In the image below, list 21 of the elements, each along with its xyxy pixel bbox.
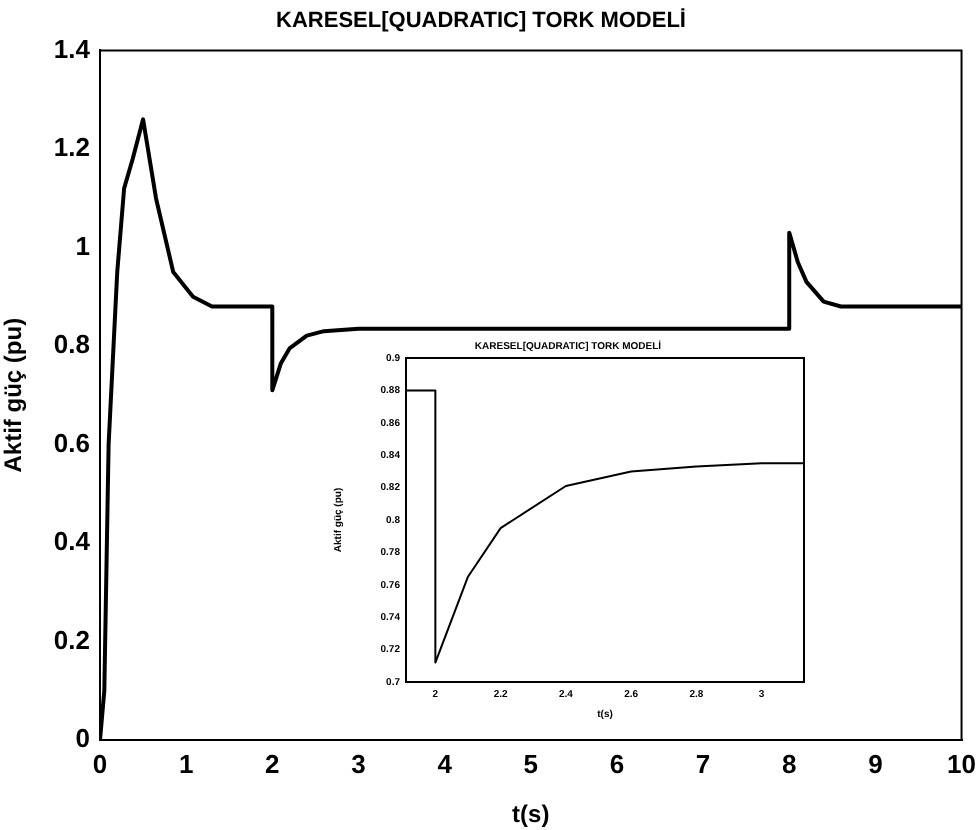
x-tick-label: 4 — [437, 748, 454, 779]
y-tick-label: 1.2 — [53, 132, 90, 163]
y-tick-label: 0 — [75, 723, 90, 754]
y-tick-label: 0.4 — [53, 526, 92, 557]
y-tick-label: 1.4 — [53, 33, 92, 64]
x-tick-label: 2 — [265, 748, 280, 779]
y-tick-label: 0.8 — [53, 329, 90, 360]
y-tick-label: 0.6 — [53, 427, 90, 458]
x-tick-label: 3 — [351, 748, 366, 779]
x-tick-label: 10 — [947, 748, 977, 779]
y-tick-label: 1 — [75, 230, 90, 261]
x-tick-label: 8 — [782, 748, 797, 779]
x-tick-label: 9 — [868, 748, 883, 779]
x-tick-label: 7 — [695, 748, 711, 779]
x-axis-title: t(s) — [512, 800, 550, 829]
y-tick-label: 0.2 — [53, 624, 90, 655]
x-tick-label: 1 — [178, 748, 194, 779]
x-tick-label: 5 — [523, 748, 538, 779]
chart-title: KARESEL[QUADRATIC] TORK MODELİ — [276, 7, 686, 34]
x-tick-label: 6 — [609, 748, 625, 779]
y-axis-title: Aktif güç (pu) — [0, 317, 28, 473]
